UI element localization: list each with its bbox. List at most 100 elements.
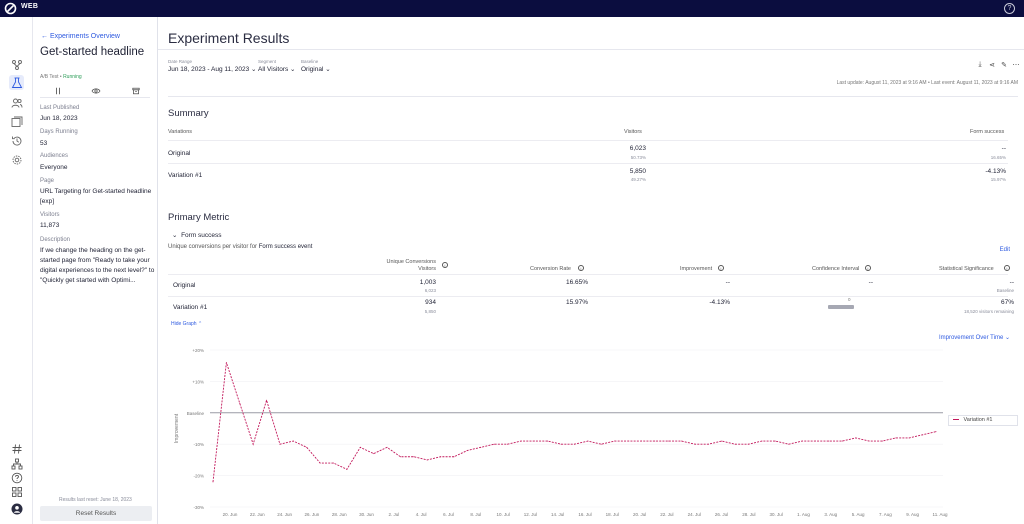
date-range-filter[interactable]: Date Range Jun 18, 2023 - Aug 11, 2023 ⌄ [168,59,256,73]
graph-mode-dropdown[interactable]: Improvement Over Time ⌄ [939,334,1010,341]
summary-row-original-form: -- [1001,145,1006,152]
data-point [868,440,870,442]
data-point [440,456,442,458]
audiences-icon[interactable] [9,95,24,110]
experiments-icon[interactable] [9,75,24,90]
x-tick-label: 1. Aug [797,512,810,517]
data-point [292,440,294,442]
archive-icon[interactable] [130,85,142,97]
share-icon[interactable]: ⋖ [989,62,995,69]
metric-description-prefix: Unique conversions per visitor for [168,244,258,250]
y-tick-label: -10% [193,442,204,447]
hashtag-icon[interactable] [9,441,24,456]
graph-mode-label: Improvement Over Time [938,335,1004,341]
more-options-icon[interactable]: ⋯ [1012,62,1020,69]
x-tick-label: 11. Aug [933,512,948,517]
segment-filter[interactable]: Segment All Visitors ⌄ [258,59,296,73]
info-icon[interactable]: i [718,265,724,271]
preview-eye-icon[interactable] [90,85,102,97]
app-logo-icon[interactable] [4,2,17,15]
data-point [922,434,924,436]
experiments-overview-link[interactable]: ← Experiments Overview [41,33,120,40]
pages-icon[interactable] [9,114,24,129]
data-point [266,399,268,401]
visitors-label: Visitors [40,212,60,218]
result-tools: ⤓ ⋖ ✎ ⋯ [976,61,1020,69]
export-icon[interactable]: ⤓ [978,61,982,68]
x-tick-label: 2. Jul [388,512,399,517]
chart-legend[interactable]: Variation #1 [948,415,1018,426]
summary-row-variation-visitors-pct: 49.27% [630,177,646,182]
metric-row-original-improvement: -- [725,279,730,286]
data-point [748,443,750,445]
col-visitors: Visitors [624,129,642,135]
data-point [801,440,803,442]
x-tick-label: 24. Jul [688,512,701,517]
separator-dot: • [59,74,64,80]
data-point [480,446,482,448]
metric-description: Unique conversions per visitor for Form … [168,244,312,250]
data-point [908,437,910,439]
hierarchy-icon[interactable] [9,456,24,471]
x-tick-label: 22. Jun [250,512,265,517]
col-variations: Variations [168,129,193,135]
visitors-value: 11,873 [40,222,60,229]
hide-graph-toggle[interactable]: Hide Graph ⌃ [171,321,202,327]
settings-gear-icon[interactable] [9,152,24,167]
audiences-label: Audiences [40,153,69,159]
summary-row-variation-form: -4.13% [985,168,1006,175]
metric-row-original-sig: -- [1009,279,1014,286]
data-point [815,440,816,442]
x-tick-label: 3. Aug [824,512,837,517]
help-circle-icon[interactable] [9,470,24,485]
metric-toggle[interactable]: ⌄ Form success [172,231,222,239]
row-divider [168,140,1008,141]
description-value: If we change the heading on the get-star… [40,247,155,284]
results-reset-note: Results last reset: June 18, 2023 [59,497,132,503]
data-point [399,456,401,458]
info-icon[interactable]: i [442,262,448,268]
x-tick-label: 10. Jul [496,512,509,517]
y-tick-label: Baseline [187,411,205,416]
help-icon[interactable]: ? [1004,3,1015,14]
col-form-success: Form success [970,129,1005,135]
col-visitors-sub: Visitors [418,266,436,272]
data-point [574,443,575,445]
flags-icon[interactable] [9,57,24,72]
improvement-chart-svg: +20% +10% Baseline -10% -20% -30% Improvement 2… [174,348,948,517]
col-improvement: Improvement [680,266,713,272]
x-tick-label: 14. Jul [551,512,564,517]
info-icon[interactable]: i [1004,265,1010,271]
date-range-label: Date Range [168,59,193,64]
x-tick-label: 28. Jul [742,512,755,517]
legend-series-name: Variation #1 [963,417,993,423]
baseline-label: Baseline [301,59,319,64]
pause-icon[interactable] [52,85,64,97]
page-label: Page [40,178,55,184]
edit-metric-link[interactable]: Edit [999,247,1010,253]
experiment-controls [40,85,150,98]
user-avatar-icon[interactable] [9,501,24,516]
info-icon[interactable]: i [865,265,871,271]
summary-heading: Summary [168,108,209,119]
baseline-filter[interactable]: Baseline Original ⌄ [301,59,331,73]
edit-pencil-icon[interactable]: ✎ [1001,62,1007,69]
date-range-value: Jun 18, 2023 - Aug 11, 2023 [168,66,250,73]
reset-results-button[interactable]: Reset Results [40,506,152,521]
data-point [614,440,616,442]
col-statistical-significance: Statistical Significance [939,266,994,272]
apps-grid-icon[interactable] [9,484,24,499]
data-point [533,440,535,442]
metric-row-original-sig-sub: Baseline [996,288,1014,293]
experiment-meta: A/B Test • Running [40,74,82,80]
data-point [386,446,388,448]
info-icon[interactable]: i [578,265,584,271]
confidence-interval-bar [828,305,854,309]
summary-row-variation-name: Variation #1 [168,172,203,179]
x-tick-label: 24. Jun [277,512,292,517]
days-running-value: 53 [40,140,48,147]
metric-event-name: Form success event [258,244,313,250]
history-icon[interactable] [9,133,24,148]
y-tick-label: -20% [193,474,204,479]
chevron-down-icon: ⌄ [325,66,331,73]
